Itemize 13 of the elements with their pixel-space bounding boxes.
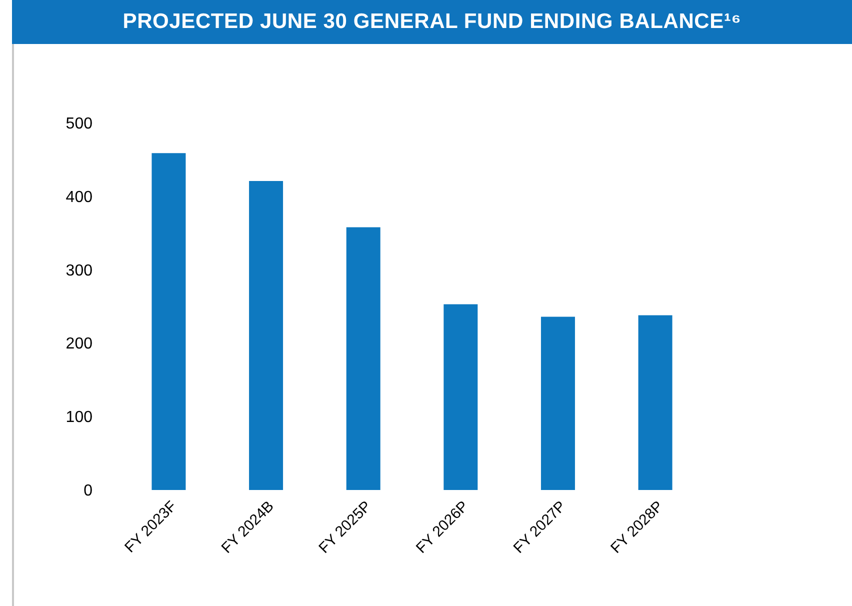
bar <box>152 153 186 490</box>
y-tick-label: 400 <box>66 188 93 206</box>
bar <box>249 180 284 490</box>
y-tick-label: 100 <box>66 409 93 426</box>
bar <box>540 316 575 490</box>
y-tick-label: 200 <box>66 336 93 353</box>
bar <box>638 315 672 490</box>
bar <box>444 304 478 490</box>
y-tick-label: 300 <box>66 262 93 280</box>
chart-title: PROJECTED JUNE 30 GENERAL FUND ENDING BALANCE¹⁶ <box>12 0 852 44</box>
y-tick-label: 500 <box>66 116 93 132</box>
bar <box>346 227 380 490</box>
y-tick-label: 0 <box>84 482 93 500</box>
